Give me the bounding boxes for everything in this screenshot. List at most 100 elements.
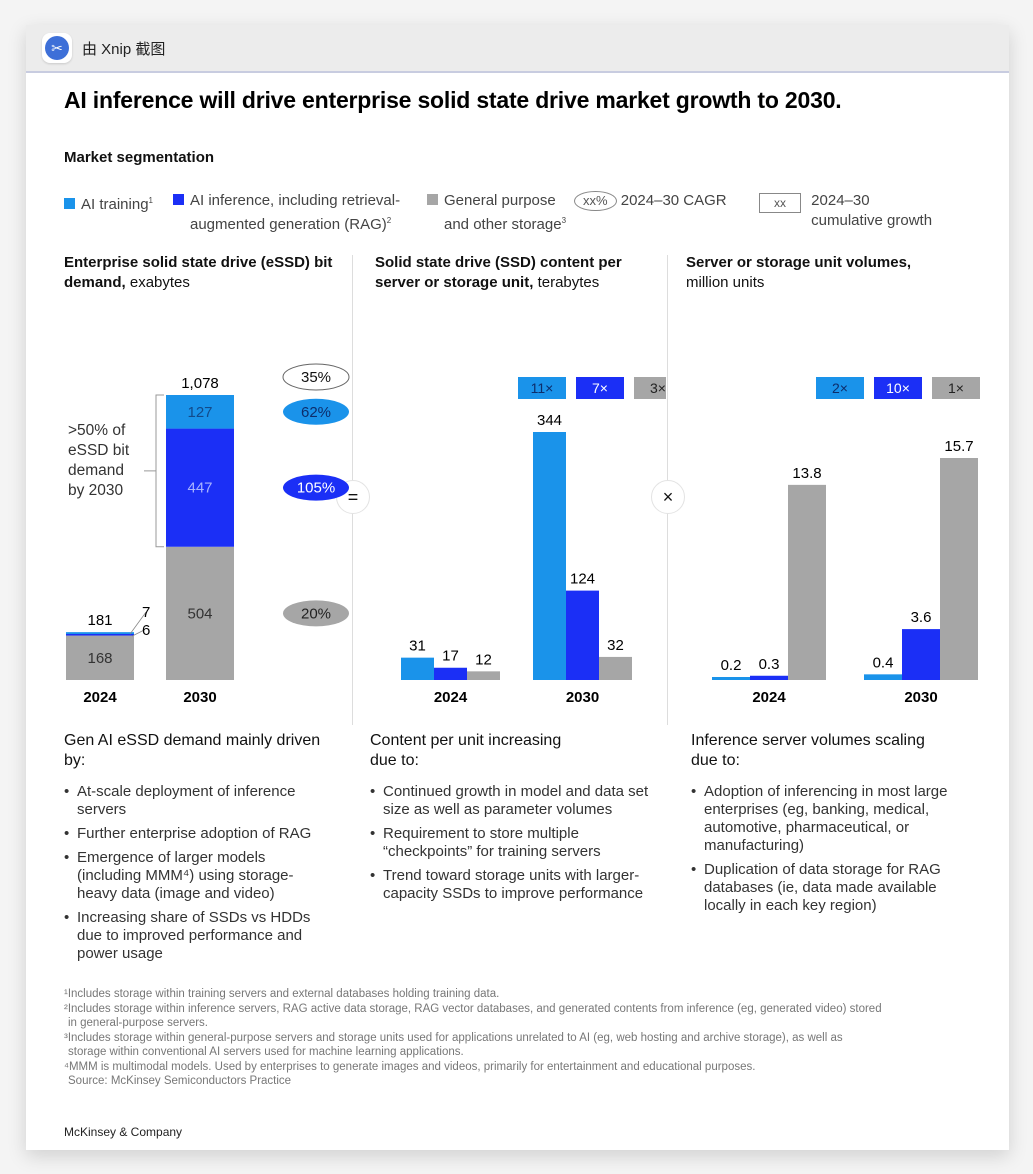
bracket-annotation-line: by 2030 — [68, 482, 124, 499]
bar-segment-inference-2030 — [166, 428, 234, 547]
bar-value-label: 0.2 — [721, 657, 742, 674]
cumulative-growth-label: 1× — [948, 380, 964, 396]
chart-essd-bit-demand: 181 2024 1,078 2030 504 447 127 168 76 >50% of eSS… — [66, 363, 350, 706]
drivers-heading: Inference server volumes scaling due to: — [691, 732, 925, 769]
bar-value-label: 0.3 — [759, 656, 780, 673]
x-tick-label: 2024 — [83, 689, 117, 706]
bracket-line — [155, 394, 164, 548]
cumulative-growth-label: 10× — [886, 380, 910, 396]
bar-ai-training-2024 — [401, 657, 434, 680]
cumulative-growth-box — [874, 377, 922, 399]
list-item: Trend toward storage units with larger-c… — [370, 867, 650, 903]
times-operator-icon: × — [651, 480, 685, 514]
bar-value-label: 344 — [537, 412, 562, 429]
drivers-heading: Content per unit increasing due to: — [370, 732, 562, 769]
leader-line — [131, 629, 145, 637]
cumulative-growth-box — [518, 377, 566, 399]
bar-segment-inference-2024 — [66, 633, 134, 636]
list-item: Continued growth in model and data set s… — [370, 783, 650, 819]
chart-ssd-content-per-unit: 31 17 12 2024 344 124 32 2030 11× 7× 3× — [401, 377, 666, 706]
footnote: ²Includes storage within inference serve… — [64, 1002, 882, 1015]
bracket-annotation-line: eSSD bit — [68, 442, 130, 459]
cagr-ai-training-oval — [283, 398, 349, 425]
total-label-2024: 181 — [87, 612, 112, 629]
cumulative-growth-label: 11× — [531, 380, 554, 396]
legend-cagr: xx% 2024–30 CAGR — [574, 191, 727, 211]
segmentation-label: Market segmentation — [64, 149, 215, 166]
screenshot-window: ✂ 由 Xnip 截图 AI inference will drive ente… — [26, 25, 1009, 1150]
cumulative-growth-box — [576, 377, 624, 399]
bar-segment-general-2024 — [66, 635, 134, 680]
bar-ai-inference-2024 — [434, 667, 467, 680]
segment-value-label: 504 — [187, 605, 212, 622]
panel-title-unit-volumes: Server or storage unit volumes, million u… — [686, 254, 912, 291]
bar-value-label: 17 — [442, 648, 459, 665]
legend-general: General purpose and other storage3 — [427, 191, 566, 235]
footnote: ¹Includes storage within training server… — [64, 988, 500, 1000]
cagr-ai-inference-label: 105% — [297, 480, 335, 497]
cumulative-growth-box — [932, 377, 980, 399]
title-bar: ✂ 由 Xnip 截图 — [26, 25, 1009, 73]
window-title: 由 Xnip 截图 — [82, 40, 166, 58]
list-item: Adoption of inferencing in most large en… — [691, 783, 966, 855]
list-item: Requirement to store multiple “checkpoin… — [370, 825, 650, 861]
bar-segment-training-2030 — [166, 395, 234, 429]
cumulative-box-symbol: xx — [759, 193, 801, 213]
brand-logo-text: McKinsey & Company — [64, 1125, 183, 1139]
panel-title-ssd-content: Solid state drive (SSD) content per serv… — [375, 254, 622, 291]
bar-ai-inference-2030 — [566, 590, 599, 680]
list-item: Increasing share of SSDs vs HDDs due to … — [64, 909, 329, 963]
bar-value-label: 12 — [475, 651, 492, 668]
bar-value-label: 3.6 — [911, 609, 932, 626]
x-tick-label: 2030 — [904, 689, 937, 706]
xnip-scissors-icon: ✂ — [42, 33, 72, 63]
bar-general-2030 — [940, 458, 978, 680]
legend-ai-inference: AI inference, including retrieval- augme… — [173, 191, 400, 235]
bar-ai-training-2024 — [712, 677, 750, 680]
segment-value-label: 168 — [87, 650, 112, 667]
legend-ai-training: AI training1 — [64, 191, 153, 215]
footnotes: ¹Includes storage within training server… — [64, 987, 964, 1089]
infographic: AI inference will drive enterprise solid… — [26, 75, 1009, 1150]
cagr-general-oval — [283, 600, 349, 627]
bracket-annotation-line: demand — [68, 462, 124, 479]
chart-unit-volumes: 0.2 0.3 13.8 2024 0.4 3.6 15.7 2030 2× 10× 1× — [712, 377, 980, 706]
bar-segment-training-2024 — [66, 632, 134, 634]
total-label-2030: 1,078 — [181, 375, 219, 392]
bar-general-2030 — [599, 656, 632, 680]
x-tick-label: 2024 — [434, 689, 468, 706]
bracket-annotation-line: >50% of — [68, 422, 126, 439]
cagr-oval-symbol: xx% — [574, 191, 617, 211]
cagr-ai-inference-oval — [283, 474, 349, 501]
bar-general-2024 — [788, 484, 826, 680]
swatch-ai-inference — [173, 194, 184, 205]
cagr-total-label: 35% — [301, 369, 331, 386]
footnote: storage within conventional AI servers u… — [68, 1046, 464, 1058]
bar-value-label: 15.7 — [944, 438, 973, 455]
legend-cumulative: xx 2024–30 cumulative growth — [759, 191, 932, 231]
bar-ai-training-2030 — [533, 432, 566, 680]
bar-value-label: 124 — [570, 571, 595, 588]
leader-line — [129, 611, 147, 635]
bar-ai-inference-2024 — [750, 675, 788, 680]
drivers-heading: Gen AI eSSD demand mainly driven by: — [64, 732, 321, 769]
bar-ai-inference-2030 — [902, 629, 940, 680]
cagr-general-label: 20% — [301, 605, 331, 622]
bar-general-2024 — [467, 671, 500, 680]
x-tick-label: 2030 — [183, 689, 216, 706]
drivers-content: Content per unit increasing due to: Cont… — [370, 731, 650, 909]
source-note: Source: McKinsey Semiconductors Practice — [68, 1075, 292, 1087]
footnote: ⁴MMM is multimodal models. Used by enter… — [64, 1060, 756, 1073]
drivers-volumes: Inference server volumes scaling due to:… — [691, 731, 966, 921]
list-item: Duplication of data storage for RAG data… — [691, 861, 966, 915]
bar-segment-general-2030 — [166, 546, 234, 680]
swatch-ai-training — [64, 198, 75, 209]
segment-value-label: 127 — [187, 404, 212, 421]
list-item: At-scale deployment of inference servers — [64, 783, 329, 819]
footnote: ³Includes storage within general-purpose… — [64, 1031, 843, 1044]
list-item: Further enterprise adoption of RAG — [64, 825, 329, 843]
bar-value-label: 32 — [607, 637, 624, 654]
cumulative-growth-label: 7× — [592, 380, 608, 396]
cumulative-growth-label: 2× — [832, 380, 848, 396]
bar-value-label: 0.4 — [873, 654, 894, 671]
